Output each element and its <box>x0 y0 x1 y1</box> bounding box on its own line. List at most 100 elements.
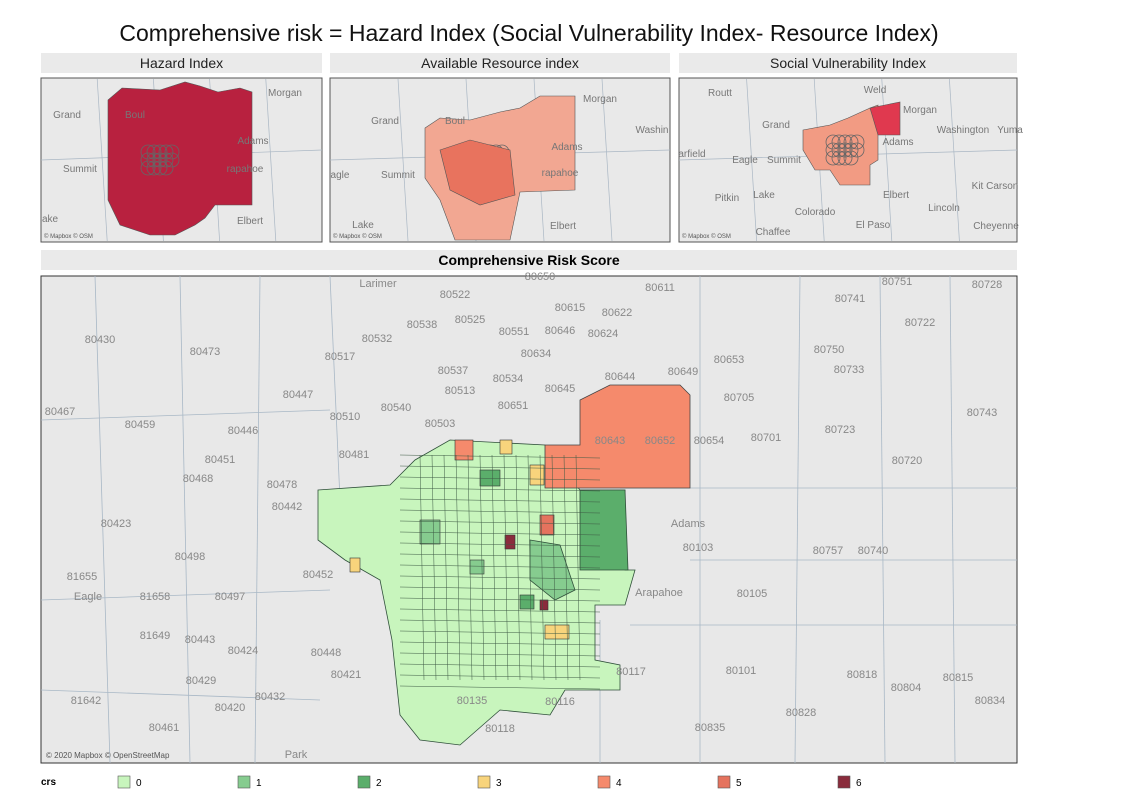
tract-line <box>399 509 601 514</box>
tract-line <box>399 619 601 624</box>
region-crs-4 <box>544 384 691 489</box>
map-label: 80740 <box>858 545 889 557</box>
county-line <box>254 275 261 764</box>
map-label: Park <box>285 749 308 761</box>
county-line <box>329 275 341 501</box>
county-line <box>949 275 956 764</box>
map-label: 80481 <box>339 449 370 461</box>
map-label: Elbert <box>237 216 263 227</box>
map-label: 80644 <box>605 371 636 383</box>
tract-cluster <box>843 142 859 158</box>
tract-line <box>503 454 509 681</box>
map-label: 80532 <box>362 333 393 345</box>
map-label: 80720 <box>892 455 923 467</box>
tract-cluster <box>837 150 853 166</box>
map-label: 80420 <box>215 702 246 714</box>
tract-line <box>479 454 485 681</box>
panels: Hazard Index Morgan Grand Boul Adams Summit ra… <box>40 53 1023 243</box>
map-label: 80834 <box>975 695 1006 707</box>
map-label: 80649 <box>668 366 699 378</box>
map-label: Morgan <box>583 94 617 105</box>
map-label: Adams <box>551 142 582 153</box>
tract-line <box>399 641 601 646</box>
map-label: 80429 <box>186 675 217 687</box>
tract-cluster <box>146 160 162 176</box>
map-label: Grand <box>371 116 399 127</box>
tract-line <box>399 476 601 481</box>
map-label: Grand <box>762 120 790 131</box>
map-label: 80650 <box>525 271 556 283</box>
map-label: 80643 <box>595 435 626 447</box>
map-label: 80534 <box>493 373 524 385</box>
map-label: Kit Carson <box>972 181 1019 192</box>
legend-title: crs <box>41 777 56 788</box>
tract-line <box>399 674 601 679</box>
map-label: 80135 <box>457 695 488 707</box>
tract-cluster <box>164 152 180 168</box>
map-label: 80452 <box>303 569 334 581</box>
tract-line <box>399 454 601 459</box>
tract-cluster <box>164 144 180 160</box>
map-label: 81642 <box>71 695 102 707</box>
map-label: 80461 <box>149 722 180 734</box>
map-label: Arapahoe <box>635 587 683 599</box>
legend-swatch <box>717 775 731 789</box>
panel-title: Comprehensive Risk Score <box>438 252 620 268</box>
tract <box>454 439 474 461</box>
map-label: Yuma <box>997 125 1023 136</box>
tract-cluster <box>837 134 853 150</box>
tract-cluster <box>825 134 841 150</box>
map-label: 80498 <box>175 551 206 563</box>
tract-line <box>399 608 601 613</box>
legend-swatch <box>357 775 371 789</box>
map-label: 80728 <box>972 279 1003 291</box>
map-label: 80615 <box>555 302 586 314</box>
map-label: 80503 <box>425 418 456 430</box>
tract-line <box>399 685 601 690</box>
map-label: Elbert <box>550 221 576 232</box>
map-label: Boul <box>445 116 465 127</box>
tract <box>539 514 555 536</box>
map-label: 80722 <box>905 317 936 329</box>
tract-line <box>399 465 601 470</box>
tract-line <box>399 663 601 668</box>
map-label: 80701 <box>751 432 782 444</box>
map-label: Lake <box>352 220 374 231</box>
tract-cluster <box>158 144 174 160</box>
tract-line <box>399 531 601 536</box>
legend-swatch <box>837 775 851 789</box>
map-label: Adams <box>671 518 706 530</box>
map-label: Summit <box>381 170 415 181</box>
map-label: 80424 <box>228 645 259 657</box>
map-label: 80733 <box>834 364 865 376</box>
map-label: agle <box>331 170 350 181</box>
legend-label: 0 <box>136 778 142 789</box>
map-label: El Paso <box>856 220 891 231</box>
county-line <box>601 78 613 242</box>
map-label: rapahoe <box>227 164 264 175</box>
map-label: 80467 <box>45 406 76 418</box>
county-line <box>949 78 960 242</box>
tract-cluster <box>849 134 865 150</box>
map-label: 80723 <box>825 424 856 436</box>
map-label: 80540 <box>381 402 412 414</box>
tract-cluster <box>831 134 847 150</box>
legend-swatch <box>477 775 491 789</box>
panel-title: Available Resource index <box>421 55 579 71</box>
tract <box>544 624 570 640</box>
tract-line <box>527 454 533 681</box>
map-label: 80652 <box>645 435 676 447</box>
map-label: 80538 <box>407 319 438 331</box>
tract-cluster <box>158 152 174 168</box>
map-label: 81658 <box>140 591 171 603</box>
map-label: 80634 <box>521 348 552 360</box>
map-label: 80513 <box>445 385 476 397</box>
map-label: 80459 <box>125 419 156 431</box>
tract-cluster <box>831 150 847 166</box>
region <box>107 81 253 236</box>
map-label: 80432 <box>255 691 286 703</box>
tract-line <box>399 498 601 503</box>
attribution: © 2020 Mapbox © OpenStreetMap <box>46 751 170 760</box>
map-label: 80446 <box>228 425 259 437</box>
